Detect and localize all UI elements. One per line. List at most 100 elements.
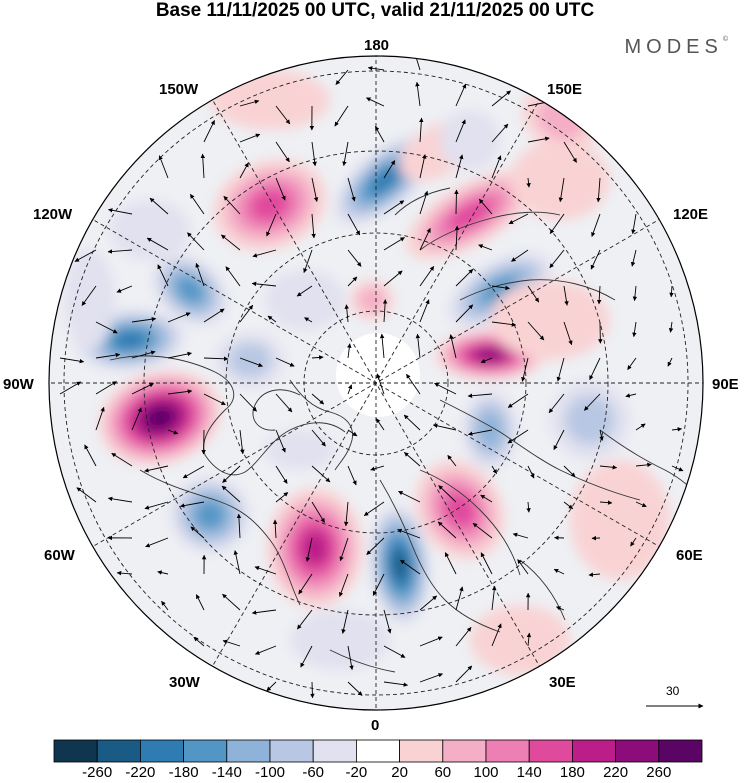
colorbar-swatch xyxy=(528,739,573,763)
wind-vector-arrow xyxy=(311,393,325,405)
colorbar-swatch xyxy=(399,739,444,763)
wind-vector-arrow xyxy=(478,244,493,251)
lon-label-60e: 60E xyxy=(676,547,703,564)
wind-vector-arrow xyxy=(667,357,673,367)
wind-vector-arrow xyxy=(467,429,493,436)
wind-vector-arrow xyxy=(59,357,85,364)
colorbar-swatch xyxy=(139,739,184,763)
wind-vector-arrow xyxy=(590,249,601,270)
lon-label-60w: 60W xyxy=(44,547,75,564)
wind-vector-arrow xyxy=(556,357,565,382)
wind-vector-arrow xyxy=(563,285,569,306)
wind-vector-arrow xyxy=(478,198,493,215)
wind-vector-arrow xyxy=(372,573,385,596)
wind-vector-arrow xyxy=(507,429,529,444)
wind-vector-arrow xyxy=(491,123,509,143)
negative-anomaly-contour xyxy=(370,167,400,193)
wind-vector-arrow xyxy=(222,465,241,483)
wind-vector-arrow xyxy=(406,373,421,395)
wind-vector-arrow xyxy=(455,304,474,323)
wind-vector-arrow xyxy=(398,490,421,503)
positive-anomaly-contour xyxy=(510,140,610,220)
wind-vector-arrow xyxy=(383,160,396,179)
wind-vector-arrow xyxy=(669,285,674,298)
anomaly-field xyxy=(65,70,670,675)
wind-vector-arrow xyxy=(251,609,277,615)
wind-vector-arrow xyxy=(491,155,502,179)
wind-vector-arrow xyxy=(449,334,457,359)
wind-vector-arrow xyxy=(275,105,291,125)
wind-vector-arrow xyxy=(491,90,511,107)
wind-vector-arrow xyxy=(266,681,277,692)
wind-vector-arrow xyxy=(239,393,257,412)
colorbar-swatch xyxy=(53,739,98,763)
wind-vector-arrow xyxy=(275,492,289,503)
modes-logo: MODES© xyxy=(624,36,728,59)
wind-vector-arrow xyxy=(419,595,438,611)
colorbar-tick-label: 60 xyxy=(434,764,452,781)
negative-anomaly-contour xyxy=(110,200,190,260)
meridian-line xyxy=(210,96,542,670)
negative-anomaly-contour xyxy=(392,550,408,580)
wind-vector-arrow xyxy=(144,501,169,510)
wind-vector-arrow xyxy=(347,213,361,236)
wind-vector-arrow xyxy=(200,153,206,179)
wind-vector-arrow xyxy=(588,572,601,577)
wind-vector-arrow xyxy=(596,285,602,305)
wind-vector-arrow xyxy=(591,213,601,238)
wind-vector-arrow xyxy=(59,381,82,395)
wind-vector-arrow xyxy=(383,645,406,658)
wind-vector-arrow xyxy=(563,501,574,510)
wind-vector-arrow xyxy=(347,645,354,671)
wind-vector-arrow xyxy=(415,81,421,107)
wind-vector-arrow xyxy=(275,357,295,367)
wind-vector-arrow xyxy=(366,537,385,555)
wind-vector-arrow xyxy=(512,532,529,539)
wind-vector-arrow xyxy=(671,427,683,432)
positive-anomaly-contour xyxy=(358,287,386,313)
wind-vector-arrow xyxy=(632,285,638,302)
wind-vector-arrow xyxy=(239,304,254,323)
lon-label-90e: 90E xyxy=(712,376,739,393)
wind-vector-arrow xyxy=(195,262,205,287)
wind-vector-arrow xyxy=(527,136,550,143)
colorbar-swatch xyxy=(572,739,617,763)
positive-anomaly-contour xyxy=(570,460,670,580)
wind-vector-arrow xyxy=(157,264,169,287)
wind-vector-arrow xyxy=(558,177,565,203)
wind-vector-arrow xyxy=(630,249,637,267)
wind-vector-arrow xyxy=(161,600,169,611)
wind-vector-arrow xyxy=(549,213,565,234)
wind-vector-arrow xyxy=(311,355,324,360)
colorbar-tick-label: 140 xyxy=(516,764,542,781)
wind-vector-arrow xyxy=(220,234,241,251)
lon-label-150w: 150W xyxy=(159,81,199,98)
wind-vector-arrow xyxy=(526,632,532,647)
wind-vector-arrow xyxy=(444,552,457,575)
colorbar-tick-label: -20 xyxy=(345,764,368,781)
wind-vector-arrow xyxy=(190,526,205,539)
lon-label-150e: 150E xyxy=(547,81,583,98)
wind-vector-arrow xyxy=(589,357,601,381)
wind-vector-arrow xyxy=(527,285,540,303)
negative-anomaly-contour xyxy=(265,270,345,330)
wind-vector-arrow xyxy=(347,465,357,486)
wind-vector-arrow xyxy=(563,465,576,478)
wind-vector-arrow xyxy=(107,208,133,215)
lon-label-90w: 90W xyxy=(3,376,34,393)
wind-vector-arrow xyxy=(334,105,349,127)
wind-vector-arrow xyxy=(563,141,577,163)
wind-vector-arrow xyxy=(275,393,293,413)
lon-label-120e: 120E xyxy=(673,206,709,223)
wind-vector-arrow xyxy=(203,393,226,406)
wind-vector-arrow xyxy=(419,154,427,179)
colorbar-tick-label: -260 xyxy=(82,764,113,781)
negative-anomaly-contour xyxy=(65,250,115,350)
wind-vector-arrow xyxy=(239,133,261,143)
wind-vector-arrow xyxy=(635,423,646,431)
wind-vector-arrow xyxy=(275,141,290,163)
wind-vector-arrow xyxy=(632,321,637,338)
wind-vector-arrow xyxy=(95,406,105,431)
wind-vector-arrow xyxy=(131,383,154,395)
